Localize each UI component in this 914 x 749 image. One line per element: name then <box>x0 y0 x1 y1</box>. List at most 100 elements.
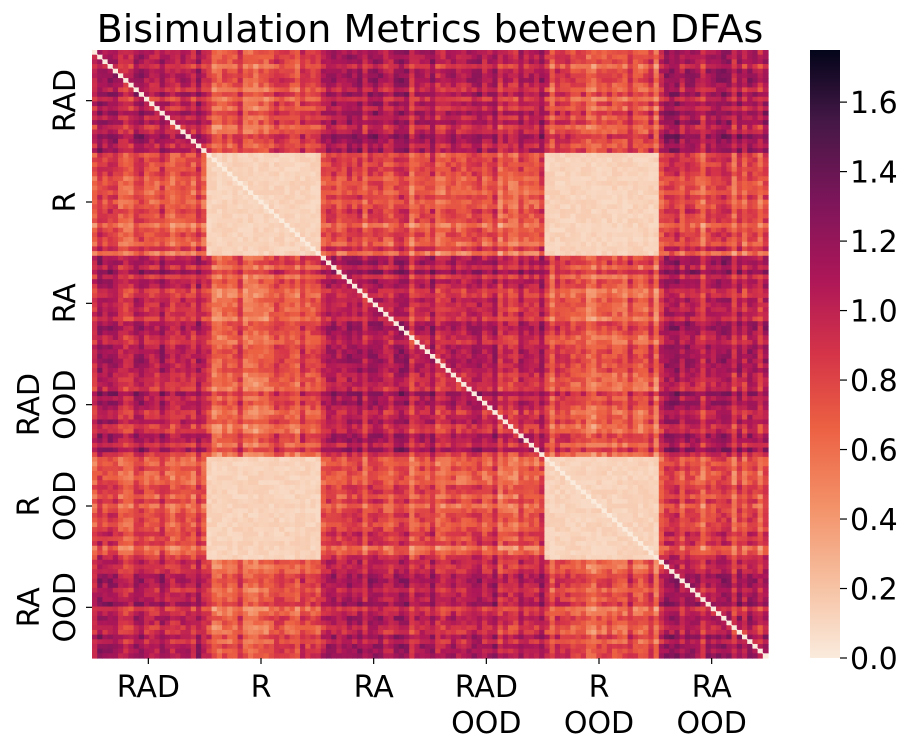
heatmap-cell <box>757 162 764 168</box>
heatmap-cell <box>445 59 452 65</box>
heatmap-cell <box>528 59 535 65</box>
heatmap-cell <box>414 101 421 107</box>
heatmap-cell <box>736 82 743 89</box>
heatmap-cell <box>731 148 738 154</box>
heatmap-cell <box>289 152 296 159</box>
heatmap-cell <box>757 138 764 145</box>
heatmap-cell <box>315 157 322 163</box>
heatmap-cell <box>201 54 207 60</box>
heatmap-cell <box>201 59 207 65</box>
heatmap-cell <box>268 101 275 107</box>
heatmap-cell <box>726 143 733 149</box>
heatmap-cell <box>419 50 426 56</box>
heatmap-cell <box>97 185 103 191</box>
heatmap-cell <box>414 152 421 159</box>
heatmap-cell <box>627 59 634 65</box>
heatmap-cell <box>497 162 504 168</box>
heatmap-cell <box>450 101 457 107</box>
heatmap-cell <box>258 204 265 210</box>
heatmap-cell <box>497 68 504 74</box>
heatmap-cell <box>164 134 171 140</box>
heatmap-cell <box>393 50 400 56</box>
heatmap-cell <box>591 96 597 103</box>
heatmap-cell <box>575 134 582 140</box>
heatmap-cell <box>362 143 369 149</box>
heatmap-cell <box>461 50 467 56</box>
heatmap-cell <box>565 92 571 98</box>
heatmap-cell <box>736 213 743 219</box>
heatmap-cell <box>367 148 374 154</box>
heatmap-cell <box>690 50 696 56</box>
heatmap-cell <box>440 78 447 84</box>
heatmap-cell <box>679 134 686 140</box>
heatmap-cell <box>211 50 218 56</box>
heatmap-cell <box>404 129 410 135</box>
heatmap-cell <box>393 129 400 135</box>
heatmap-cell <box>632 134 639 140</box>
heatmap-cell <box>476 78 483 84</box>
heatmap-cell <box>591 143 597 149</box>
heatmap-cell <box>331 106 337 112</box>
heatmap-cell <box>638 180 644 187</box>
heatmap-cell <box>216 157 223 163</box>
heatmap-cell <box>627 157 634 163</box>
heatmap-cell <box>528 218 535 224</box>
heatmap-cell <box>398 64 405 70</box>
heatmap-cell <box>528 87 535 93</box>
heatmap-cell <box>716 223 722 229</box>
heatmap-cell <box>196 209 202 215</box>
heatmap-cell <box>419 73 426 79</box>
heatmap-cell <box>289 138 296 145</box>
heatmap-cell <box>357 162 363 168</box>
heatmap-cell <box>461 190 467 196</box>
heatmap-cell <box>320 54 327 60</box>
heatmap-cell <box>596 82 603 89</box>
heatmap-cell <box>310 64 317 70</box>
heatmap-cell <box>643 185 649 191</box>
heatmap-cell <box>700 120 707 126</box>
heatmap-cell <box>326 204 332 210</box>
heatmap-cell <box>617 213 623 219</box>
heatmap-cell <box>684 138 691 145</box>
heatmap-cell <box>716 180 722 187</box>
heatmap-cell <box>378 54 384 60</box>
heatmap-cell <box>606 185 613 191</box>
heatmap-cell <box>622 115 629 121</box>
heatmap-cell <box>461 157 467 163</box>
heatmap-cell <box>731 110 738 117</box>
heatmap-cell <box>612 199 618 205</box>
heatmap-cell <box>232 180 239 187</box>
heatmap-cell <box>622 176 629 182</box>
heatmap-cell <box>383 120 389 126</box>
heatmap-cell <box>164 54 171 60</box>
heatmap-cell <box>632 218 639 224</box>
heatmap-cell <box>523 92 530 98</box>
heatmap-cell <box>736 171 743 177</box>
heatmap-cell <box>133 148 140 154</box>
heatmap-cell <box>502 148 509 154</box>
heatmap-cell <box>419 96 426 103</box>
heatmap-cell <box>128 73 135 79</box>
heatmap-cell <box>487 148 493 154</box>
heatmap-cell <box>539 73 545 79</box>
heatmap-cell <box>144 120 150 126</box>
heatmap-cell <box>419 110 426 117</box>
heatmap-cell <box>664 213 670 219</box>
heatmap-cell <box>253 50 259 56</box>
heatmap-cell <box>461 204 467 210</box>
heatmap-cell <box>352 87 358 93</box>
heatmap-cell <box>414 162 421 168</box>
heatmap-cell <box>461 82 467 89</box>
heatmap-cell <box>331 190 337 196</box>
heatmap-cell <box>554 115 561 121</box>
heatmap-cell <box>107 194 114 201</box>
heatmap-cell <box>565 194 571 201</box>
heatmap-cell <box>346 176 353 182</box>
heatmap-cell <box>742 101 748 107</box>
heatmap-cell <box>736 194 743 201</box>
heatmap-cell <box>664 101 670 107</box>
heatmap-cell <box>492 166 499 173</box>
heatmap-cell <box>710 213 717 219</box>
heatmap-cell <box>700 87 707 93</box>
heatmap-cell <box>227 209 233 215</box>
